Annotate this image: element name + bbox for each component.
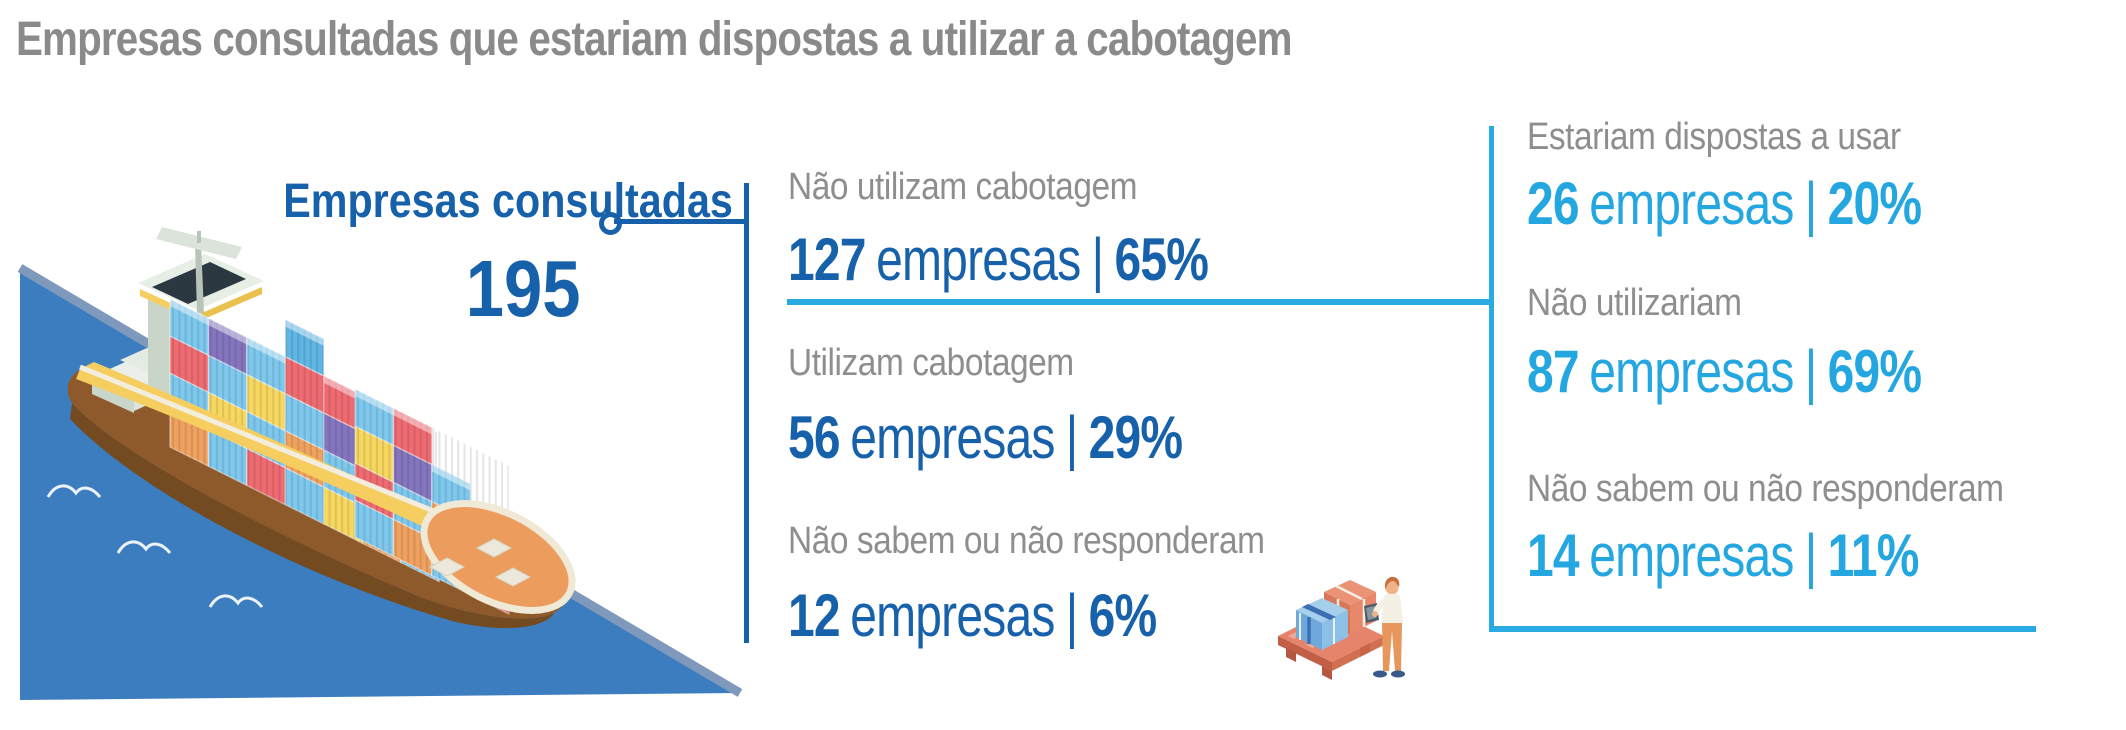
bow-deck [420, 500, 576, 614]
bow-hatches [428, 538, 532, 587]
stat-divider: | [1804, 170, 1817, 237]
worker-pallet-illustration [1278, 576, 1405, 680]
stat-label: Não sabem ou não responderam [788, 520, 1265, 562]
stat-unit: empresas [1589, 522, 1794, 589]
stat-count: 87 [1527, 338, 1580, 405]
right-bracket-bottom [1489, 626, 2036, 632]
stat-percent: 69% [1827, 338, 1922, 405]
ship-illustration [17, 227, 743, 700]
stat-label: Não sabem ou não responderam [1527, 468, 2004, 510]
stat-unit: empresas [876, 226, 1081, 293]
right-row-nao-sabem: Não sabem ou não responderam 14 empresas |… [1527, 470, 2069, 586]
center-row-nao-utilizam: Não utilizam cabotagem 127 empresas | 65% [788, 168, 1313, 290]
worker [1364, 576, 1405, 678]
center-rule [744, 183, 749, 643]
right-bracket-vertical [1489, 126, 1494, 632]
connector-line [614, 219, 746, 224]
stat-divider: | [1091, 226, 1104, 293]
container-stack-aft [169, 297, 440, 583]
page-title: Empresas consultadas que estariam dispos… [16, 12, 1535, 67]
right-row-nao-utilizariam: Não utilizariam 87 empresas | 69% [1527, 284, 2020, 402]
stat-unit: empresas [850, 404, 1055, 471]
stat-divider: | [1065, 404, 1078, 471]
center-row-utilizam: Utilizam cabotagem 56 empresas | 29% [788, 344, 1281, 468]
mast [195, 243, 204, 313]
stat-divider: | [1065, 582, 1078, 649]
page-title-text: Empresas consultadas que estariam dispos… [16, 13, 1292, 66]
stat-unit: empresas [850, 582, 1055, 649]
source-total: 195 [465, 244, 580, 334]
stat-count: 12 [788, 582, 841, 649]
stat-label: Estariam dispostas a usar [1527, 116, 1901, 158]
wave-marks [46, 484, 264, 608]
stat-percent: 11% [1827, 522, 1920, 589]
stat-percent: 65% [1114, 226, 1209, 293]
stat-label: Não utilizam cabotagem [788, 166, 1138, 208]
container-ship [67, 227, 576, 629]
branch-underline [787, 299, 1491, 305]
stat-percent: 29% [1088, 404, 1183, 471]
stat-divider: | [1804, 522, 1817, 589]
stat-count: 127 [788, 226, 866, 293]
stat-percent: 6% [1088, 582, 1158, 649]
stat-unit: empresas [1589, 338, 1794, 405]
stat-unit: empresas [1589, 170, 1794, 237]
stat-label: Utilizam cabotagem [788, 342, 1074, 384]
source-block: Empresas consultadas 195 [210, 174, 733, 334]
stat-count: 14 [1527, 522, 1580, 589]
right-row-dispostas: Estariam dispostas a usar 26 empresas | 20% [1527, 118, 2020, 234]
center-row-nao-sabem: Não sabem ou não responderam 12 empresas |… [788, 522, 1330, 646]
stat-divider: | [1804, 338, 1817, 405]
wrapped-box [1296, 598, 1348, 650]
stat-percent: 20% [1827, 170, 1922, 237]
stat-label: Não utilizariam [1527, 282, 1742, 324]
stat-count: 56 [788, 404, 841, 471]
stat-count: 26 [1527, 170, 1580, 237]
